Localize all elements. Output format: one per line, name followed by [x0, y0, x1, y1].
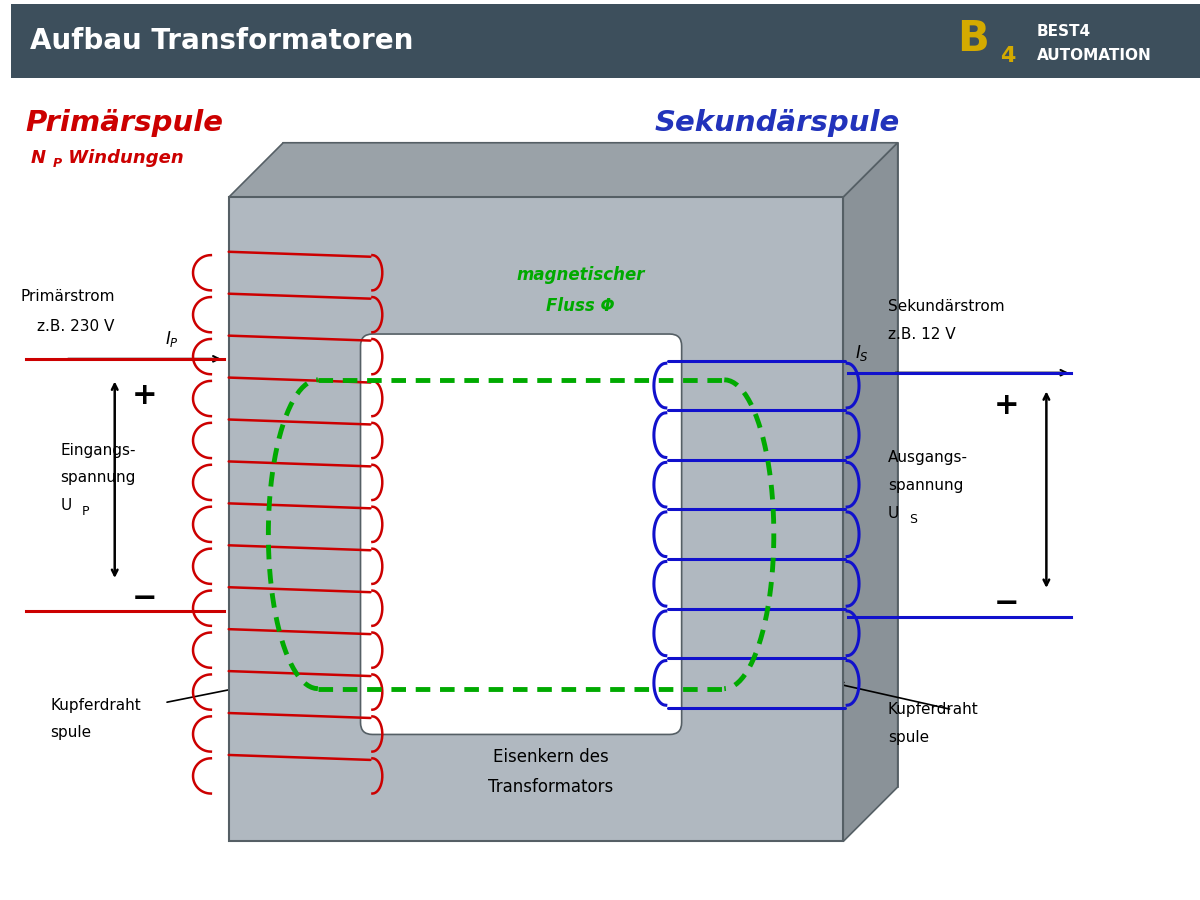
Text: Kupferdraht: Kupferdraht	[888, 702, 978, 717]
Text: N: N	[30, 148, 46, 166]
Text: Sekundärstrom: Sekundärstrom	[888, 299, 1004, 314]
Text: S: S	[910, 513, 918, 526]
Text: Windungen: Windungen	[691, 148, 814, 166]
Text: spannung: spannung	[888, 478, 964, 493]
Text: z.B. 12 V: z.B. 12 V	[888, 327, 955, 341]
Polygon shape	[229, 143, 898, 197]
Text: P: P	[53, 158, 61, 170]
Text: Transformators: Transformators	[488, 778, 613, 796]
Text: Windungen: Windungen	[62, 148, 184, 166]
Text: Eisenkern des: Eisenkern des	[493, 748, 608, 766]
Text: P: P	[82, 505, 90, 518]
Text: Eingangs-: Eingangs-	[60, 443, 136, 457]
Polygon shape	[427, 292, 725, 668]
Text: 4: 4	[1000, 46, 1015, 66]
Bar	[11, 4, 1200, 78]
Polygon shape	[372, 292, 725, 346]
Text: Fluss Φ: Fluss Φ	[546, 297, 614, 315]
Polygon shape	[283, 143, 898, 787]
Text: S: S	[682, 158, 691, 170]
Bar	[372, 346, 670, 723]
Polygon shape	[670, 292, 725, 723]
Text: N: N	[660, 148, 674, 166]
Text: U: U	[888, 506, 899, 521]
Text: magnetischer: magnetischer	[516, 266, 644, 284]
Text: z.B. 230 V: z.B. 230 V	[37, 319, 115, 334]
Text: $I_P$: $I_P$	[166, 328, 179, 349]
Text: spule: spule	[50, 725, 91, 740]
Text: Aufbau Transformatoren: Aufbau Transformatoren	[30, 27, 414, 55]
Text: +: +	[994, 391, 1020, 420]
Text: Primärspule: Primärspule	[25, 109, 223, 137]
Text: AUTOMATION: AUTOMATION	[1037, 48, 1151, 63]
Text: −: −	[994, 590, 1020, 618]
Text: +: +	[132, 381, 157, 410]
Text: Kupferdraht: Kupferdraht	[50, 698, 142, 713]
Text: BEST4: BEST4	[1037, 24, 1091, 40]
Bar	[229, 197, 844, 842]
FancyBboxPatch shape	[360, 334, 682, 734]
Text: Primärstrom: Primärstrom	[20, 289, 115, 304]
Text: −: −	[132, 584, 157, 613]
Polygon shape	[844, 143, 898, 842]
Text: Ausgangs-: Ausgangs-	[888, 450, 967, 465]
Text: B: B	[958, 18, 989, 59]
Text: spannung: spannung	[60, 471, 136, 485]
Text: Sekundärspule: Sekundärspule	[655, 109, 900, 137]
Text: spule: spule	[888, 730, 929, 745]
Text: U: U	[60, 498, 72, 513]
Text: $I_S$: $I_S$	[856, 343, 869, 363]
